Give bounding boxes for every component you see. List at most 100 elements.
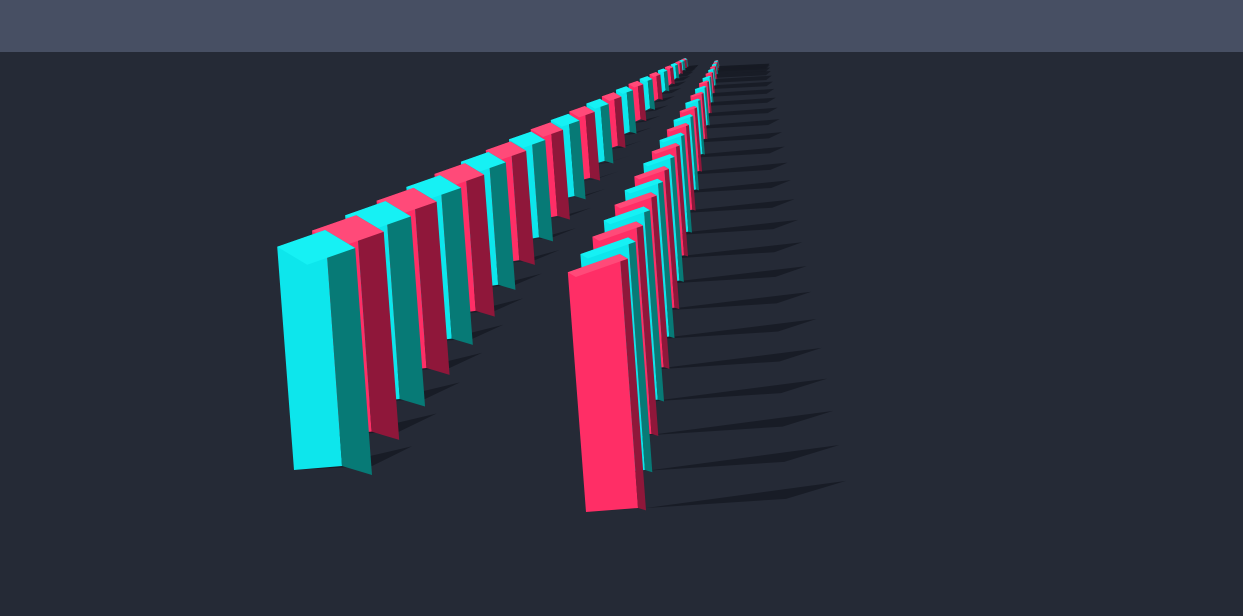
- domino-block-pink: [567, 254, 646, 512]
- block-shadow: [676, 71, 694, 78]
- block-top-face: [603, 206, 651, 225]
- block-top-face: [708, 68, 715, 71]
- block-top-face: [659, 132, 685, 143]
- block-shadow: [586, 480, 846, 512]
- block-shadow: [659, 88, 682, 95]
- domino-block-cyan: [277, 230, 372, 475]
- block-side-face: [716, 61, 719, 71]
- block-shadow: [714, 67, 771, 75]
- block-top-face: [710, 65, 716, 68]
- block-side-face: [584, 106, 601, 181]
- block-side-face: [413, 187, 450, 375]
- block-shadow: [679, 180, 791, 194]
- block-side-face: [707, 80, 712, 114]
- block-shadow: [607, 410, 834, 438]
- block-top-face: [460, 152, 506, 173]
- block-top-face: [694, 85, 707, 91]
- block-top-face: [690, 91, 704, 98]
- block-top-face: [679, 106, 697, 113]
- sky: [0, 0, 1243, 54]
- block-top-face: [670, 62, 678, 67]
- block-side-face: [488, 152, 516, 290]
- block-shadow: [673, 199, 795, 214]
- block-shadow: [666, 219, 799, 236]
- block-side-face: [714, 65, 718, 80]
- block-side-face: [531, 131, 554, 242]
- block-side-face: [690, 114, 699, 191]
- block-top-face: [634, 166, 669, 180]
- block-shadow: [652, 266, 807, 285]
- block-top-face: [705, 71, 713, 75]
- block-top-face: [624, 178, 663, 194]
- block-side-face: [647, 76, 656, 110]
- block-top-face: [569, 106, 595, 118]
- block-side-face: [439, 175, 473, 345]
- block-shadow: [651, 96, 676, 103]
- block-side-face: [682, 59, 686, 71]
- block-top-face: [713, 60, 719, 63]
- block-side-face: [680, 132, 692, 233]
- block-top-face: [615, 86, 633, 94]
- shadow-layer: [294, 63, 846, 512]
- block-top-face: [643, 154, 675, 167]
- block-top-face: [580, 237, 636, 259]
- block-layer: [277, 58, 720, 512]
- block-shadow: [689, 146, 785, 158]
- block-side-face: [550, 122, 570, 220]
- block-top-face: [614, 192, 657, 209]
- block-side-face: [679, 61, 683, 74]
- block-top-face: [586, 98, 609, 109]
- block-shadow: [644, 291, 812, 312]
- block-top-face: [657, 68, 668, 73]
- block-shadow: [636, 318, 817, 341]
- block-top-face: [628, 80, 644, 88]
- block-side-face: [684, 58, 688, 69]
- block-top-face: [651, 143, 680, 154]
- block-side-face: [704, 85, 710, 126]
- block-front-face: [567, 254, 638, 512]
- block-side-face: [675, 62, 680, 79]
- block-side-face: [650, 192, 670, 369]
- block-top-face: [685, 98, 701, 105]
- block-shadow: [627, 347, 822, 372]
- block-shadow: [707, 88, 775, 97]
- block-top-face: [508, 131, 546, 148]
- block-side-face: [637, 80, 647, 122]
- block-side-face: [669, 65, 675, 85]
- block-side-face: [685, 123, 696, 211]
- block-shadow: [694, 132, 783, 143]
- block-side-face: [675, 143, 689, 257]
- block-shadow: [660, 242, 803, 260]
- block-top-face: [567, 254, 628, 277]
- block-side-face: [568, 113, 586, 200]
- block-shadow: [679, 68, 696, 74]
- block-side-face: [709, 75, 714, 103]
- block-shadow: [617, 378, 828, 404]
- block-side-face: [664, 166, 680, 310]
- block-top-face: [711, 63, 717, 66]
- block-top-face: [485, 141, 527, 160]
- block-side-face: [325, 230, 372, 475]
- block-shadow: [701, 107, 778, 117]
- block-side-face: [663, 68, 670, 92]
- block-top-face: [666, 123, 689, 132]
- block-side-face: [713, 68, 717, 86]
- block-side-face: [711, 71, 716, 94]
- block-side-face: [636, 221, 659, 436]
- block-top-face: [649, 72, 661, 77]
- block-top-face: [601, 92, 622, 101]
- block-side-face: [656, 72, 663, 100]
- block-side-face: [670, 154, 684, 282]
- block-shadow: [684, 162, 788, 175]
- block-top-face: [664, 65, 674, 70]
- block-top-face: [698, 80, 709, 85]
- block-side-face: [385, 201, 426, 407]
- block-side-face: [643, 206, 665, 402]
- block-top-face: [702, 75, 712, 80]
- block-side-face: [657, 178, 675, 339]
- block-shadow: [597, 445, 840, 475]
- block-side-face: [715, 63, 719, 75]
- block-side-face: [628, 237, 653, 473]
